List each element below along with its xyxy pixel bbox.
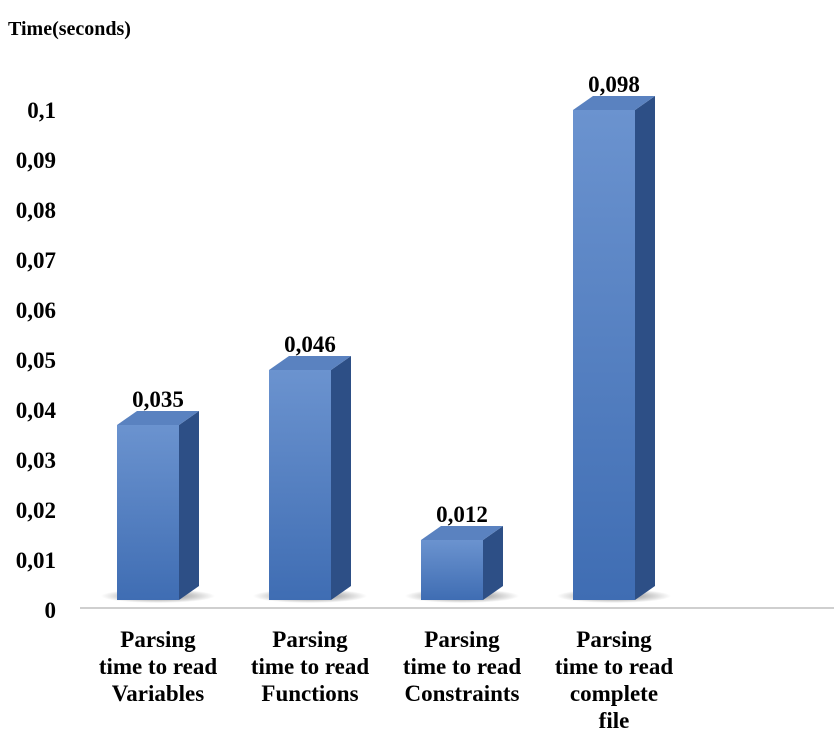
x-category-label-line: Variables (112, 681, 204, 706)
x-category-label-line: complete (570, 681, 658, 706)
bar-value-label: 0,035 (132, 387, 184, 412)
bar-front-face (421, 540, 483, 600)
bars-group: 0,035 0,046 0,012 0,098 (101, 72, 671, 603)
y-tick-label: 0,06 (16, 298, 56, 323)
bar-front-face (573, 110, 635, 600)
x-category-label: Parsing time to read complete file (555, 627, 674, 733)
bar: 0,046 (253, 332, 367, 603)
bar-front-face (269, 370, 331, 600)
bar-side-face (483, 526, 503, 600)
y-tick-label: 0,09 (16, 148, 56, 173)
bar-front-face (117, 425, 179, 600)
x-category-label-line: Parsing (576, 627, 652, 652)
bar: 0,035 (101, 387, 215, 603)
x-category-label-line: time to read (555, 654, 674, 679)
x-category-label: Parsing time to read Functions (251, 627, 370, 706)
bar-side-face (179, 411, 199, 600)
y-tick-label: 0,01 (16, 548, 56, 573)
x-category-label-line: Parsing (424, 627, 500, 652)
y-axis-title: Time(seconds) (8, 18, 131, 40)
bar-side-face (331, 356, 351, 600)
y-tick-label: 0 (45, 598, 57, 623)
bar-top-face (269, 356, 351, 370)
y-tick-label: 0,1 (27, 98, 56, 123)
x-category-label-line: time to read (99, 654, 218, 679)
x-category-label-line: Constraints (404, 681, 519, 706)
x-category-label-line: Functions (261, 681, 358, 706)
bar-top-face (421, 526, 503, 540)
bar-value-label: 0,012 (436, 502, 488, 527)
bar-value-label: 0,046 (284, 332, 336, 357)
bar-value-label: 0,098 (588, 72, 640, 97)
y-tick-label: 0,03 (16, 448, 56, 473)
x-category-label-line: file (599, 708, 630, 733)
bar-side-face (635, 96, 655, 600)
x-category-label: Parsing time to read Variables (99, 627, 218, 706)
x-category-label: Parsing time to read Constraints (403, 627, 522, 706)
bar: 0,098 (557, 72, 671, 603)
y-tick-label: 0,04 (16, 398, 57, 423)
bar-top-face (117, 411, 199, 425)
bar-top-face (573, 96, 655, 110)
y-tick-label: 0,02 (16, 498, 56, 523)
y-tick-label: 0,08 (16, 198, 56, 223)
y-tick-label: 0,07 (16, 248, 56, 273)
x-category-label-line: time to read (403, 654, 522, 679)
y-tick-label: 0,05 (16, 348, 56, 373)
x-category-label-line: time to read (251, 654, 370, 679)
x-category-label-line: Parsing (272, 627, 348, 652)
x-category-label-line: Parsing (120, 627, 196, 652)
bar: 0,012 (405, 502, 519, 603)
y-axis-ticks: 0 0,01 0,02 0,03 0,04 0,05 0,06 0,07 0,08 0,09 0,1 (16, 98, 57, 623)
